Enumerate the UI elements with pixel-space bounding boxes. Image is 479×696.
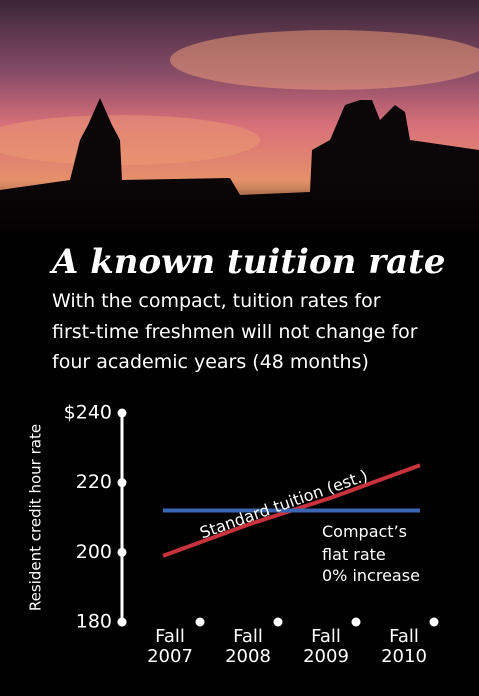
annotation: 0% increase (322, 566, 420, 585)
x-axis-dot (352, 618, 361, 627)
subtitle: With the compact, tuition rates for (52, 290, 381, 312)
infographic: 180200220$240Resident credit hour rateSt… (0, 0, 479, 696)
y-tick-dot (118, 478, 127, 487)
x-tick-label: Fall 2010 (376, 627, 432, 667)
subtitle: four academic years (48 months) (52, 351, 369, 373)
x-tick-label: Fall 2007 (142, 627, 198, 667)
x-tick-label: Fall 2009 (298, 627, 354, 667)
y-tick-label: $240 (64, 402, 112, 424)
subtitle: first-time freshmen will not change for (52, 321, 418, 343)
title: A known tuition rate (52, 242, 445, 282)
y-tick-dot (118, 548, 127, 557)
y-tick-label: 200 (76, 541, 112, 563)
x-axis-dot (196, 618, 205, 627)
photo (0, 0, 479, 250)
y-tick-dot (118, 409, 127, 418)
y-axis-label: Resident credit hour rate (27, 424, 45, 611)
x-axis-dot (430, 618, 439, 627)
y-tick-label: 220 (76, 471, 112, 493)
y-tick-dot (118, 618, 127, 627)
x-tick-label: Fall 2008 (220, 627, 276, 667)
x-axis-dot (274, 618, 283, 627)
y-tick-label: 180 (76, 611, 112, 633)
series-label: Compact’s flat rate (322, 520, 417, 566)
chart: 180200220$240Resident credit hour rateSt… (0, 0, 479, 696)
